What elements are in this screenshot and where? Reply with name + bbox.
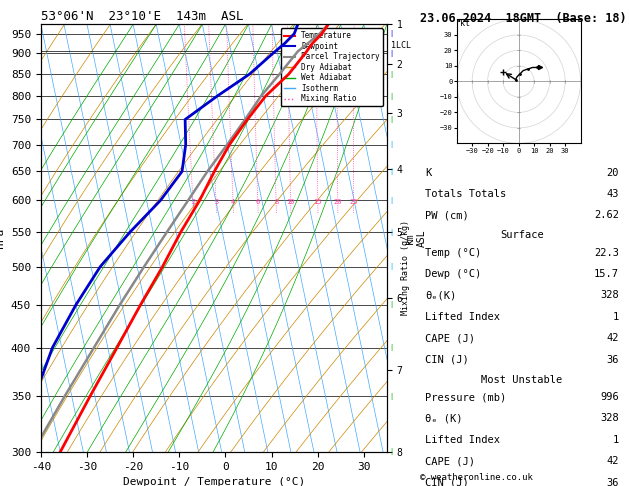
Text: 1LCL: 1LCL xyxy=(391,41,411,51)
Text: kt: kt xyxy=(460,18,470,28)
Text: Lifted Index: Lifted Index xyxy=(425,312,500,322)
Text: |: | xyxy=(389,70,394,78)
Y-axis label: km
ASL: km ASL xyxy=(405,229,427,247)
Text: CAPE (J): CAPE (J) xyxy=(425,333,475,343)
Text: Mixing Ratio (g/kg): Mixing Ratio (g/kg) xyxy=(401,220,410,315)
Text: CAPE (J): CAPE (J) xyxy=(425,456,475,466)
Text: |: | xyxy=(389,50,394,57)
Text: |: | xyxy=(389,141,394,148)
Text: 42: 42 xyxy=(606,456,619,466)
Text: |: | xyxy=(389,263,394,270)
Text: |: | xyxy=(389,92,394,100)
Text: 36: 36 xyxy=(606,478,619,486)
Text: CIN (J): CIN (J) xyxy=(425,355,469,364)
Text: Surface: Surface xyxy=(500,230,544,240)
Text: 36: 36 xyxy=(606,355,619,364)
Text: θₑ (K): θₑ (K) xyxy=(425,414,462,423)
Text: 2: 2 xyxy=(191,199,195,206)
Text: 15: 15 xyxy=(314,199,322,206)
Legend: Temperature, Dewpoint, Parcel Trajectory, Dry Adiabat, Wet Adiabat, Isotherm, Mi: Temperature, Dewpoint, Parcel Trajectory… xyxy=(281,28,383,106)
Y-axis label: hPa: hPa xyxy=(0,228,6,248)
Text: |: | xyxy=(389,449,394,455)
Text: Most Unstable: Most Unstable xyxy=(481,375,563,384)
Text: Dewp (°C): Dewp (°C) xyxy=(425,269,481,279)
Text: Totals Totals: Totals Totals xyxy=(425,189,506,199)
Text: 8: 8 xyxy=(274,199,278,206)
Text: 53°06'N  23°10'E  143m  ASL: 53°06'N 23°10'E 143m ASL xyxy=(41,10,243,23)
Text: Pressure (mb): Pressure (mb) xyxy=(425,392,506,402)
Text: |: | xyxy=(389,116,394,123)
Text: 20: 20 xyxy=(333,199,342,206)
Text: CIN (J): CIN (J) xyxy=(425,478,469,486)
Text: 6: 6 xyxy=(256,199,260,206)
Text: |: | xyxy=(389,228,394,236)
Text: 25: 25 xyxy=(349,199,358,206)
Text: |: | xyxy=(389,344,394,351)
Text: 996: 996 xyxy=(600,392,619,402)
Text: Lifted Index: Lifted Index xyxy=(425,435,500,445)
Text: 328: 328 xyxy=(600,291,619,300)
Text: 20: 20 xyxy=(606,168,619,177)
Text: © weatheronline.co.uk: © weatheronline.co.uk xyxy=(420,473,532,482)
Text: 328: 328 xyxy=(600,414,619,423)
Text: θₑ(K): θₑ(K) xyxy=(425,291,457,300)
Text: |: | xyxy=(389,30,394,37)
Text: 43: 43 xyxy=(606,189,619,199)
Text: 42: 42 xyxy=(606,333,619,343)
Text: 1: 1 xyxy=(613,435,619,445)
Text: 1: 1 xyxy=(613,312,619,322)
Text: K: K xyxy=(425,168,431,177)
Text: 22.3: 22.3 xyxy=(594,248,619,258)
Text: 23.06.2024  18GMT  (Base: 18): 23.06.2024 18GMT (Base: 18) xyxy=(420,12,626,25)
Text: PW (cm): PW (cm) xyxy=(425,210,469,220)
Text: |: | xyxy=(389,301,394,308)
Text: |: | xyxy=(389,168,394,175)
Text: |: | xyxy=(389,197,394,204)
Text: 10: 10 xyxy=(286,199,295,206)
Text: |: | xyxy=(389,393,394,399)
Text: 2.62: 2.62 xyxy=(594,210,619,220)
Text: 3: 3 xyxy=(214,199,218,206)
Text: Temp (°C): Temp (°C) xyxy=(425,248,481,258)
X-axis label: Dewpoint / Temperature (°C): Dewpoint / Temperature (°C) xyxy=(123,477,305,486)
Text: 4: 4 xyxy=(231,199,235,206)
Text: 15.7: 15.7 xyxy=(594,269,619,279)
